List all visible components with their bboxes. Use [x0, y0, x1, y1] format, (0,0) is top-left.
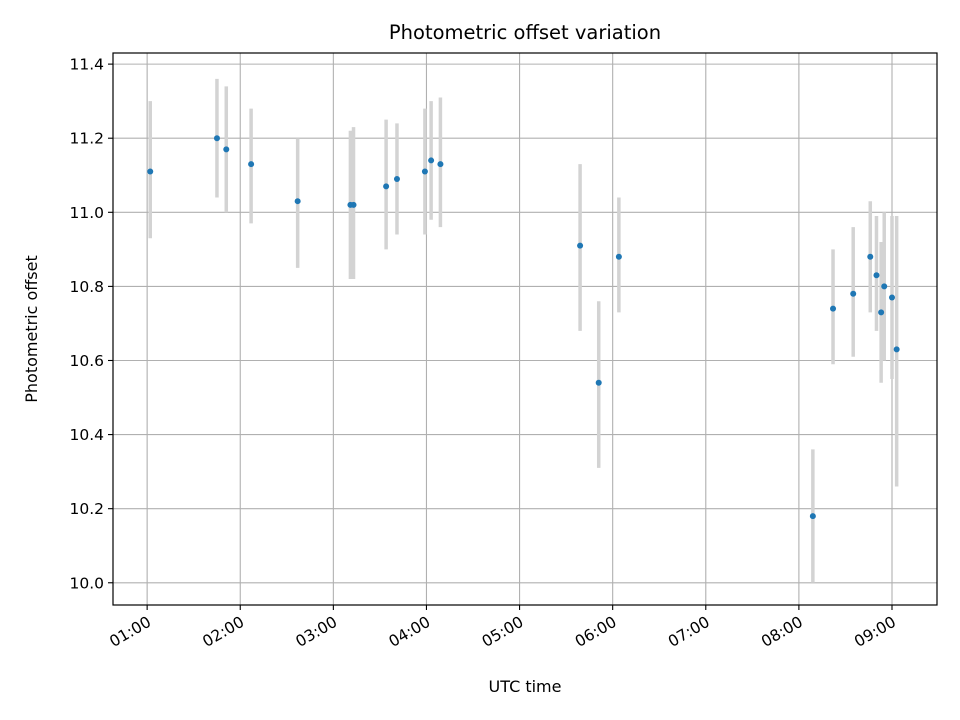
data-point	[350, 201, 357, 208]
y-tick-label: 10.0	[69, 574, 104, 592]
data-point	[881, 283, 888, 290]
y-tick-label: 11.4	[69, 56, 104, 74]
data-point	[878, 309, 885, 316]
data-point	[809, 513, 816, 520]
data-point	[867, 253, 874, 260]
x-tick-label: 04:00	[386, 613, 434, 651]
x-axis: 01:00 02:00 03:00 04:00 05:00 06:00 07:00 08:00…	[106, 605, 899, 651]
y-tick-label: 10.4	[69, 426, 104, 444]
x-tick-label: 07:00	[665, 613, 713, 651]
x-tick-label: 05:00	[479, 613, 527, 651]
x-tick-label: 01:00	[106, 613, 154, 651]
data-point	[873, 272, 880, 279]
chart-title: Photometric offset variation	[389, 21, 661, 44]
data-point	[147, 168, 154, 175]
data-point	[393, 175, 400, 182]
plot-frame	[112, 52, 938, 606]
y-axis: 10.0 10.2 10.4 10.6 10.8 11.0 11.2 11.4	[69, 56, 113, 592]
y-tick-label: 10.8	[69, 278, 104, 296]
x-tick-label: 02:00	[200, 613, 248, 651]
data-point	[888, 294, 895, 301]
data-point	[893, 346, 900, 353]
data-point	[615, 253, 622, 260]
data-point	[248, 161, 255, 168]
x-tick-label: 06:00	[572, 613, 620, 651]
data-point	[850, 290, 857, 297]
data-point	[294, 198, 301, 205]
y-tick-label: 11.0	[69, 204, 104, 222]
x-tick-label: 08:00	[758, 613, 806, 651]
y-tick-label: 11.2	[69, 130, 104, 148]
data-point	[595, 379, 602, 386]
data-point	[437, 161, 444, 168]
grid	[113, 53, 937, 605]
data-point	[223, 146, 230, 153]
x-axis-label: UTC time	[489, 677, 562, 696]
errorbars	[148, 78, 899, 583]
data-point	[421, 168, 428, 175]
data-point	[830, 305, 837, 312]
y-tick-label: 10.6	[69, 352, 104, 370]
x-tick-label: 09:00	[851, 613, 899, 651]
data-point	[428, 157, 435, 164]
data-point	[213, 135, 220, 142]
y-tick-label: 10.2	[69, 500, 104, 518]
y-axis-label: Photometric offset	[22, 255, 41, 403]
points	[147, 135, 900, 520]
x-tick-label: 03:00	[293, 613, 341, 651]
data-point	[577, 242, 584, 249]
data-point	[383, 183, 390, 190]
